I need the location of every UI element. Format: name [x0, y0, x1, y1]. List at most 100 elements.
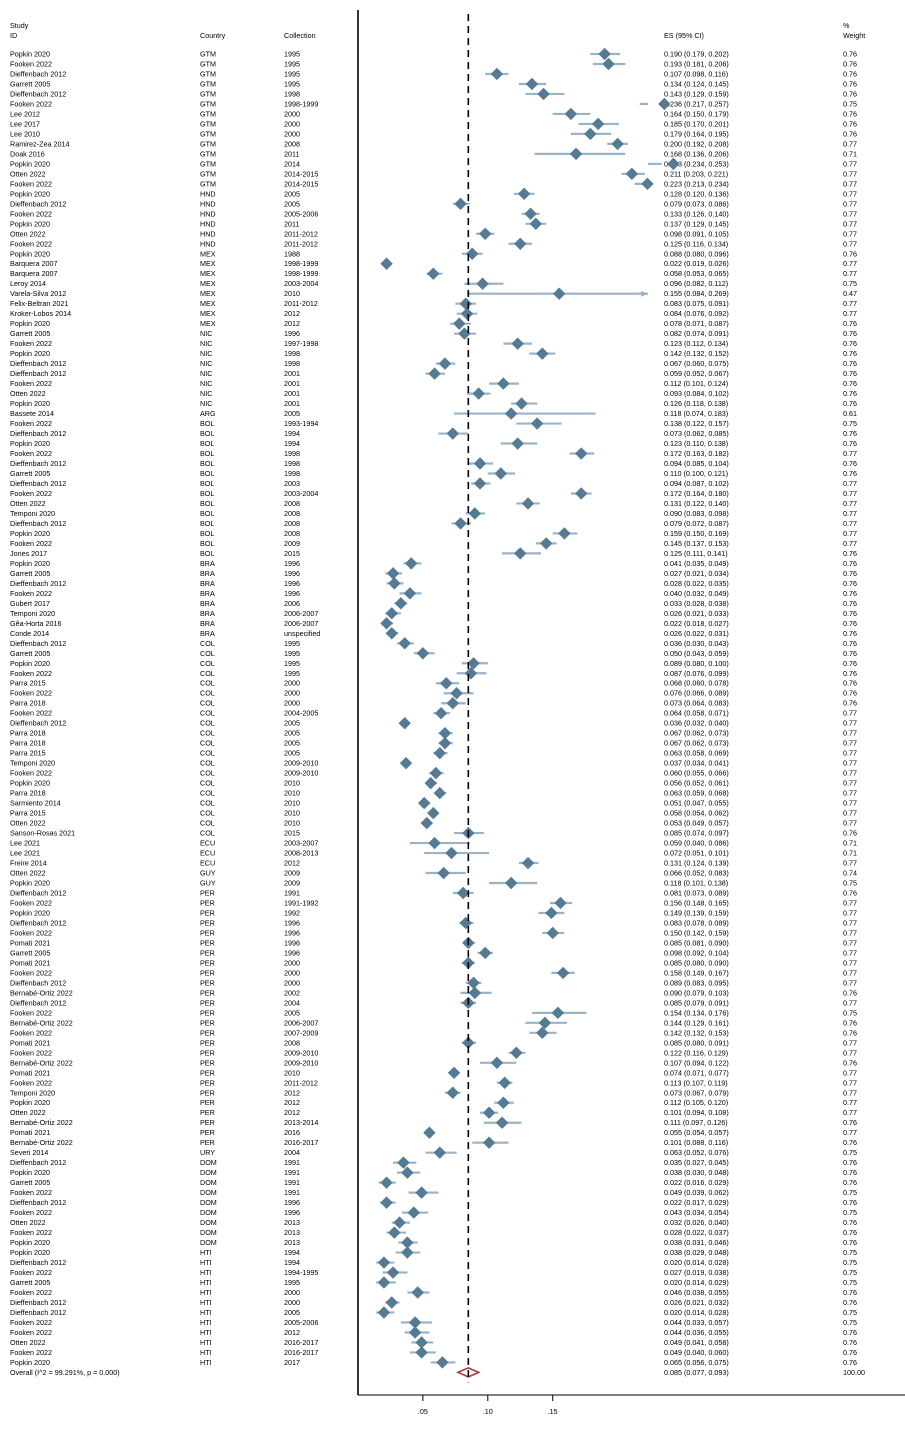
- header-country: Country: [200, 31, 226, 40]
- country-code: DOM: [200, 1178, 217, 1187]
- point-marker: [433, 1146, 446, 1159]
- weight-value: 0.76: [843, 429, 857, 438]
- study-id: Fooken 2022: [10, 99, 52, 108]
- es-ci-text: 0.063 (0.058, 0.069): [664, 749, 729, 758]
- study-row: Fooken 2022 HND 2011-2012 0.125 (0.116, 0.1…: [10, 237, 857, 250]
- es-ci-text: 0.026 (0.021, 0.032): [664, 1298, 729, 1307]
- country-code: HND: [200, 189, 216, 198]
- point-marker: [415, 1336, 428, 1349]
- point-marker: [464, 667, 478, 680]
- study-row: Jones 2017 BOL 2015 0.125 (0.111, 0.141) 0.7…: [10, 547, 857, 560]
- weight-value: 0.77: [843, 239, 857, 248]
- es-ci-text: 0.053 (0.049, 0.057): [664, 819, 729, 828]
- study-row: Bassete 2014 ARG 2005 0.118 (0.074, 0.183) 0…: [10, 407, 857, 420]
- study-id: Fooken 2022: [10, 898, 52, 907]
- collection-years: 2005: [284, 1008, 300, 1017]
- country-code: HTI: [200, 1358, 212, 1367]
- study-id: Severi 2014: [10, 1148, 48, 1157]
- country-code: COL: [200, 789, 215, 798]
- collection-years: 2012: [284, 1108, 300, 1117]
- collection-years: 2010: [284, 809, 300, 818]
- es-ci-text: 0.110 (0.100, 0.121): [664, 469, 728, 478]
- collection-years: 1995: [284, 59, 300, 68]
- point-marker: [385, 607, 398, 620]
- study-id: Ramirez-Zea 2014: [10, 139, 70, 148]
- collection-years: 2016: [284, 1128, 300, 1137]
- study-id: Parra 2015: [10, 679, 46, 688]
- study-id: Lee 2017: [10, 119, 40, 128]
- point-marker: [394, 597, 408, 610]
- weight-value: 0.76: [843, 689, 857, 698]
- collection-years: 2005: [284, 199, 300, 208]
- country-code: COL: [200, 809, 215, 818]
- point-marker: [479, 946, 492, 960]
- country-code: GTM: [200, 99, 216, 108]
- study-id: Felix-Beltran 2021: [10, 299, 68, 308]
- country-code: GTM: [200, 50, 216, 59]
- country-code: PER: [200, 978, 215, 987]
- point-marker: [641, 177, 654, 191]
- collection-years: 1996: [284, 589, 300, 598]
- es-ci-text: 0.026 (0.022, 0.031): [664, 629, 729, 638]
- country-code: GTM: [200, 119, 216, 128]
- country-code: PER: [200, 1008, 215, 1017]
- weight-value: 0.76: [843, 1028, 857, 1037]
- point-marker: [540, 537, 553, 550]
- weight-value: 0.75: [843, 1258, 857, 1267]
- weight-value: 0.76: [843, 639, 857, 648]
- study-row: Fooken 2022 COL 2004-2005 0.064 (0.058, 0.0…: [10, 707, 857, 720]
- collection-years: 2001: [284, 389, 300, 398]
- weight-value: 0.75: [843, 1008, 857, 1017]
- weight-value: 0.76: [843, 369, 857, 378]
- point-marker: [575, 487, 588, 500]
- point-marker: [524, 207, 537, 221]
- weight-value: 0.47: [843, 289, 857, 298]
- study-row: Kroker-Lobos 2014 MEX 2012 0.084 (0.076, 0.…: [10, 307, 857, 320]
- weight-value: 0.77: [843, 908, 857, 917]
- country-code: COL: [200, 709, 215, 718]
- study-id: Otten 2022: [10, 819, 46, 828]
- collection-years: 2000: [284, 109, 300, 118]
- weight-value: 0.77: [843, 759, 857, 768]
- study-id: Parra 2015: [10, 749, 46, 758]
- point-marker: [417, 796, 431, 810]
- country-code: COL: [200, 759, 215, 768]
- country-code: HTI: [200, 1318, 212, 1327]
- study-row: Gêa-Horta 2016 BRA 2006-2007 0.022 (0.018, …: [10, 617, 857, 630]
- country-code: ECU: [200, 839, 215, 848]
- study-id: Garrett 2005: [10, 469, 50, 478]
- study-id: Fooken 2022: [10, 539, 52, 548]
- study-id: Dieffenbach 2012: [10, 1158, 66, 1167]
- study-row: Pomati 2021 PER 2008 0.085 (0.080, 0.091) 0.…: [10, 1036, 857, 1050]
- collection-years: 2003-2007: [284, 839, 318, 848]
- point-marker: [476, 277, 489, 290]
- es-ci-text: 0.137 (0.129, 0.145): [664, 219, 729, 228]
- study-id: Otten 2022: [10, 499, 46, 508]
- es-ci-text: 0.081 (0.073, 0.089): [664, 888, 729, 897]
- collection-years: 2010: [284, 789, 300, 798]
- study-row: Fooken 2022 PER 2005 0.154 (0.134, 0.176) 0.…: [10, 1006, 857, 1020]
- collection-years: 2011: [284, 219, 299, 228]
- collection-years: 1995: [284, 50, 300, 59]
- weight-value: 0.76: [843, 1168, 857, 1177]
- es-ci-text: 0.027 (0.021, 0.034): [664, 569, 729, 578]
- point-marker: [453, 317, 466, 330]
- collection-years: 1995: [284, 659, 300, 668]
- collection-years: 1996: [284, 1198, 300, 1207]
- point-marker: [401, 1246, 414, 1259]
- weight-value: 0.76: [843, 549, 857, 558]
- study-row: Parra 2015 COL 2000 0.068 (0.060, 0.078) 0.7…: [10, 677, 857, 690]
- overall-es-ci-text: 0.085 (0.077, 0.093): [664, 1368, 729, 1377]
- country-code: PER: [200, 908, 215, 917]
- weight-value: 0.76: [843, 569, 857, 578]
- point-marker: [388, 577, 401, 590]
- country-code: PER: [200, 888, 215, 897]
- study-id: Popkin 2020: [10, 189, 50, 198]
- study-id: Otten 2022: [10, 1108, 46, 1117]
- country-code: MEX: [200, 309, 216, 318]
- point-marker: [468, 986, 482, 1000]
- study-id: Lee 2010: [10, 129, 40, 138]
- country-code: COL: [200, 659, 215, 668]
- es-ci-text: 0.094 (0.085, 0.104): [664, 459, 729, 468]
- country-code: DOM: [200, 1168, 217, 1177]
